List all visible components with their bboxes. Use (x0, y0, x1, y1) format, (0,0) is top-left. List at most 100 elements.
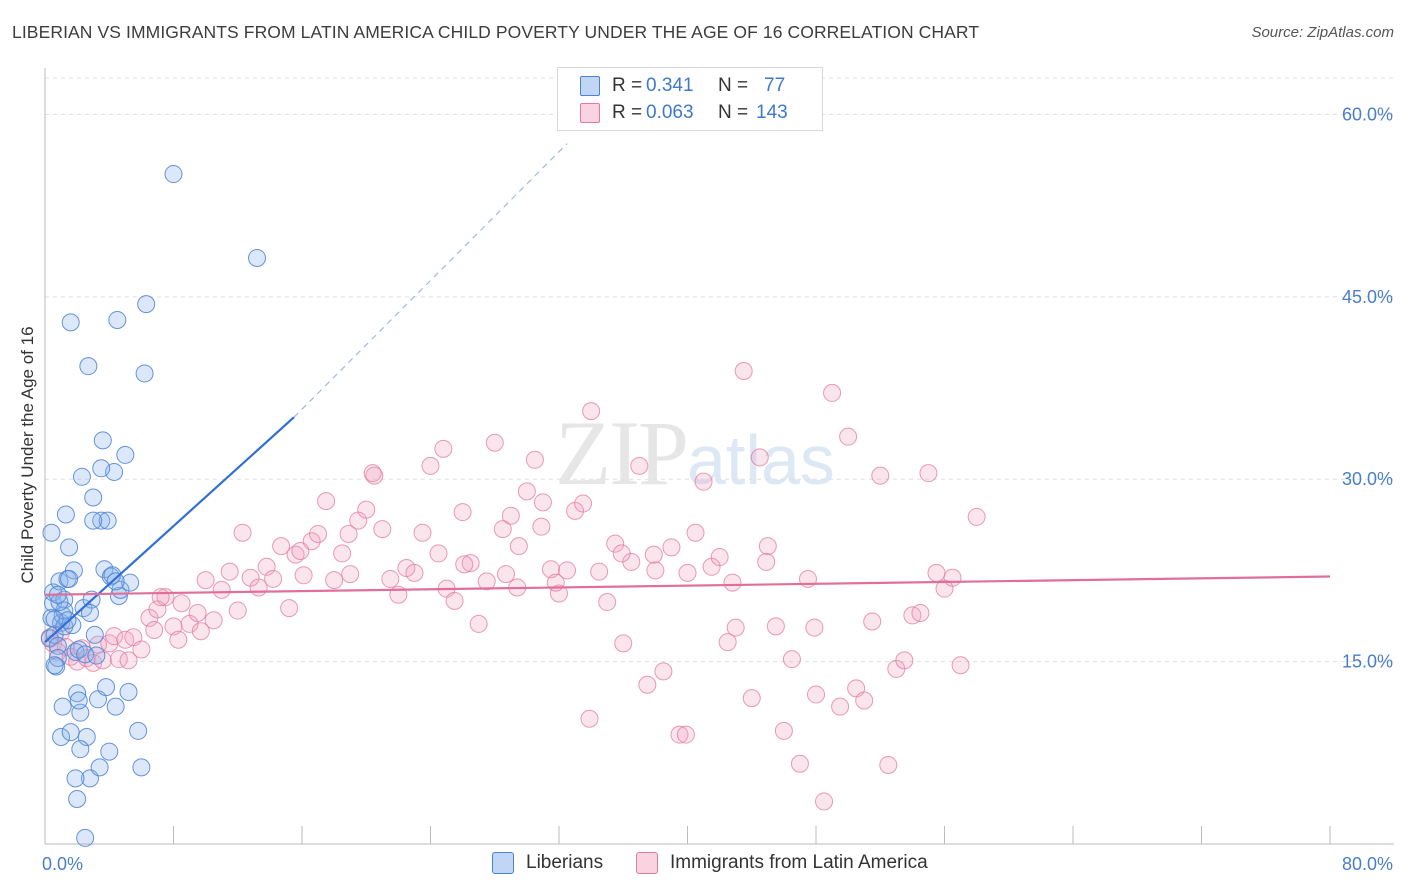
data-point-immigrants (413, 523, 432, 542)
data-point-immigrants (758, 537, 777, 556)
data-point-immigrants (815, 792, 834, 811)
data-point-immigrants (662, 538, 681, 557)
data-point-immigrants (469, 614, 488, 633)
data-point-immigrants (188, 603, 207, 622)
data-point-immigrants (233, 523, 252, 542)
data-point-liberians (106, 572, 125, 591)
data-point-immigrants (630, 456, 649, 475)
data-point-liberians (108, 310, 127, 329)
chart-title: LIBERIAN VS IMMIGRANTS FROM LATIN AMERIC… (12, 22, 980, 42)
legend-n-value: 143 (756, 102, 788, 123)
data-point-immigrants (363, 464, 382, 483)
data-point-immigrants (638, 675, 657, 694)
tick-labels: 15.0% 30.0% 45.0% 60.0% 0.0% 80.0% (42, 104, 1393, 874)
data-point-immigrants (445, 591, 464, 610)
data-point-immigrants (151, 588, 170, 607)
watermark-zip: ZIP (555, 402, 689, 504)
data-point-immigrants (172, 594, 191, 613)
legend-item-liberians[interactable]: Liberians (492, 852, 603, 874)
data-point-immigrants (670, 725, 689, 744)
data-point-immigrants (710, 548, 729, 567)
legend-item-immigrants[interactable]: Immigrants from Latin America (636, 852, 928, 874)
data-point-immigrants (317, 492, 336, 511)
data-point-immigrants (839, 427, 858, 446)
data-point-immigrants (509, 537, 528, 556)
data-point-liberians (72, 467, 91, 486)
data-point-immigrants (686, 523, 705, 542)
data-point-liberians (98, 511, 117, 530)
data-point-liberians (80, 603, 99, 622)
data-point-immigrants (294, 566, 313, 585)
source-label: Source: ZipAtlas.com (1251, 24, 1394, 41)
x-tick-label: 80.0% (1342, 854, 1393, 874)
data-point-liberians (66, 769, 85, 788)
data-point-immigrants (782, 650, 801, 669)
y-tick-label: 30.0% (1342, 469, 1393, 489)
y-tick-label: 15.0% (1342, 652, 1393, 672)
data-point-liberians (45, 610, 64, 629)
data-point-immigrants (676, 725, 695, 744)
data-point-liberians (119, 683, 138, 702)
data-point-immigrants (309, 524, 328, 543)
data-point-liberians (121, 573, 140, 592)
data-point-immigrants (105, 627, 124, 646)
watermark-atlas: atlas (687, 421, 835, 499)
y-tick-label: 45.0% (1342, 287, 1393, 307)
data-point-immigrants (911, 603, 930, 622)
axes (44, 68, 1394, 845)
data-point-immigrants (109, 650, 128, 669)
data-point-immigrants (333, 544, 352, 563)
legend-row-immigrants: R = 0.063 N = 143 (580, 100, 788, 126)
data-point-liberians (137, 295, 156, 314)
data-point-immigrants (927, 563, 946, 582)
data-point-immigrants (790, 754, 809, 773)
data-point-immigrants (590, 562, 609, 581)
data-point-immigrants (220, 562, 239, 581)
data-point-immigrants (580, 709, 599, 728)
data-point-liberians (64, 561, 83, 580)
data-point-immigrants (145, 621, 164, 640)
data-point-immigrants (612, 544, 631, 563)
data-point-immigrants (272, 537, 291, 556)
data-point-immigrants (496, 565, 515, 584)
trend-lines (44, 143, 1331, 643)
data-point-liberians (79, 357, 98, 376)
legend-n-value: 77 (764, 75, 786, 96)
data-point-liberians (106, 697, 125, 716)
data-point-liberians (68, 790, 87, 809)
data-point-immigrants (453, 503, 472, 522)
data-point-immigrants (723, 573, 742, 592)
data-point-immigrants (582, 402, 601, 421)
series-liberians (40, 165, 267, 847)
data-point-liberians (68, 684, 87, 703)
data-point-immigrants (429, 544, 448, 563)
data-point-liberians (93, 431, 112, 450)
trend-line-liberians (44, 416, 295, 643)
data-point-liberians (84, 511, 103, 530)
data-point-liberians (164, 165, 183, 184)
data-point-liberians (132, 758, 151, 777)
data-point-liberians (109, 586, 128, 605)
data-point-immigrants (325, 571, 344, 590)
data-point-liberians (53, 697, 72, 716)
data-point-immigrants (501, 506, 520, 525)
data-point-immigrants (823, 383, 842, 402)
data-point-liberians (60, 569, 79, 588)
data-point-immigrants (750, 448, 769, 467)
data-point-liberians (97, 678, 116, 697)
data-point-liberians (135, 364, 154, 383)
data-point-immigrants (119, 651, 138, 670)
data-point-immigrants (757, 552, 776, 571)
data-point-liberians (92, 459, 111, 478)
data-point-liberians (129, 721, 148, 740)
data-point-immigrants (742, 689, 761, 708)
data-point-liberians (52, 728, 71, 747)
data-point-liberians (45, 656, 64, 675)
data-point-liberians (90, 758, 109, 777)
data-point-immigrants (855, 691, 874, 710)
data-point-immigrants (871, 466, 890, 485)
data-point-immigrants (805, 618, 824, 637)
data-point-immigrants (286, 545, 305, 564)
data-point-liberians (61, 313, 80, 332)
